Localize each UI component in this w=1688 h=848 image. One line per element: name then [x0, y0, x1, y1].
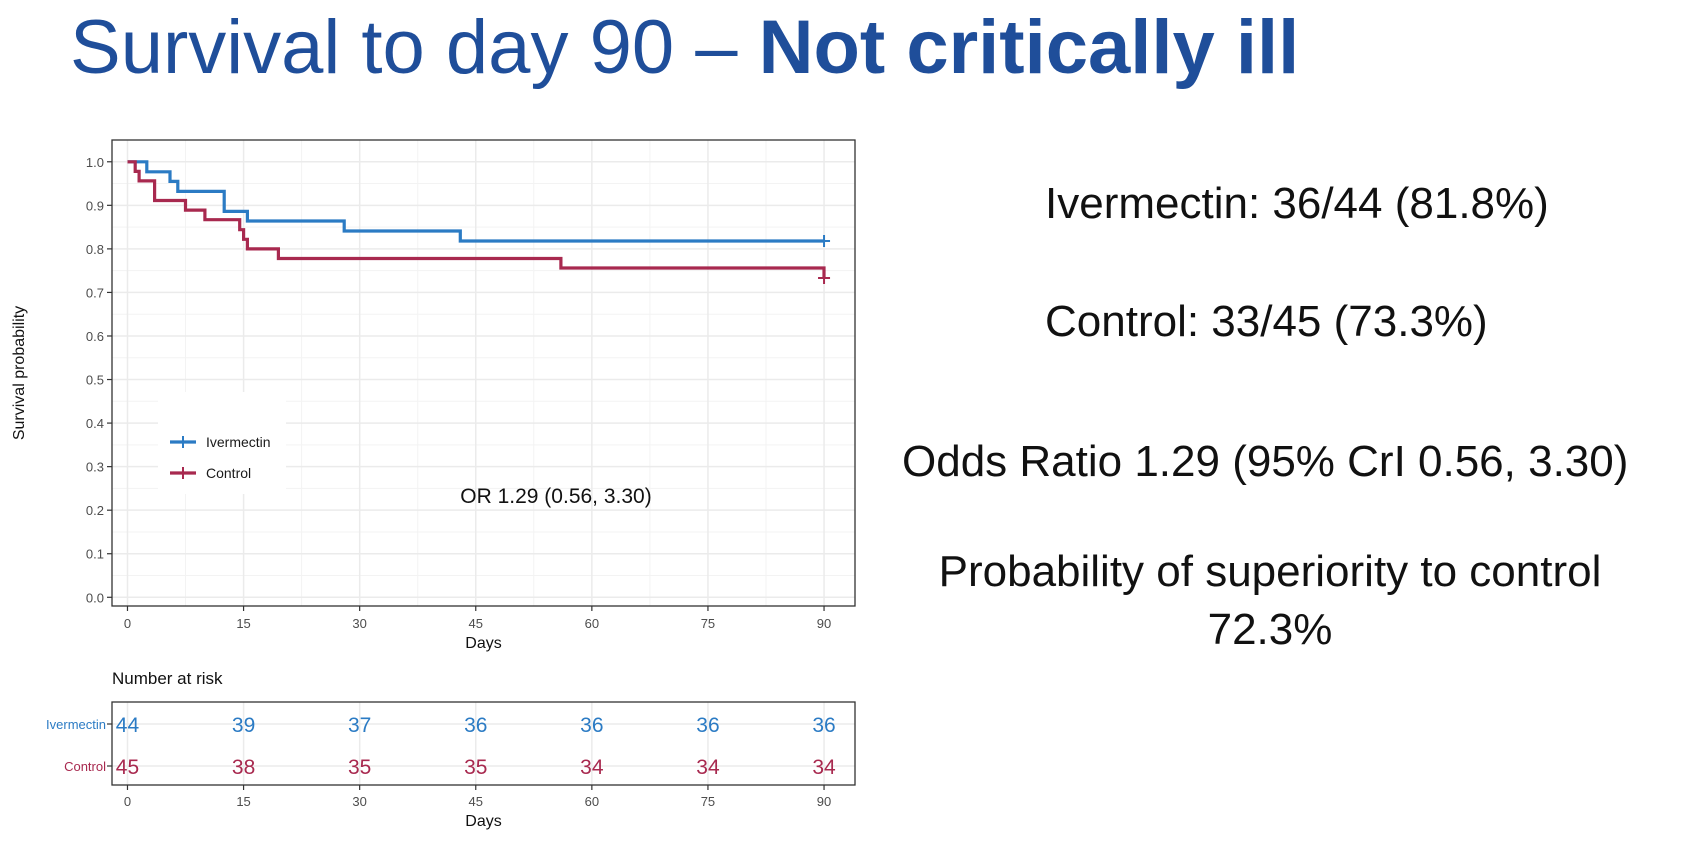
ivermectin-at-risk-count: 44	[116, 714, 140, 737]
probability-superiority-label: Probability of superiority to control	[938, 547, 1602, 596]
x-tick-label: 0	[124, 616, 131, 631]
y-tick-label: 0.1	[86, 547, 104, 562]
y-axis-label: Survival probability	[11, 306, 28, 440]
ivermectin-at-risk-count: 37	[348, 714, 371, 737]
control-at-risk-count: 45	[116, 756, 139, 779]
control-result: Control: 33/45 (73.3%)	[1045, 297, 1488, 346]
plot-border	[111, 139, 856, 607]
x-tick-label: 45	[469, 616, 483, 631]
control-survival-curve	[127, 160, 826, 279]
y-tick-label: 0.6	[86, 329, 104, 344]
control-at-risk-count: 38	[232, 756, 255, 779]
x-tick-label: 60	[585, 616, 599, 631]
ivermectin-at-risk-count: 36	[580, 714, 603, 737]
ivermectin-at-risk-count: 36	[812, 714, 835, 737]
y-tick-label: 0.4	[86, 416, 104, 431]
control-at-risk-count: 35	[348, 756, 371, 779]
control-legend-label: Control	[206, 465, 251, 481]
slide-title-bold: Not critically ill	[758, 5, 1300, 90]
y-tick-label: 0.8	[86, 242, 104, 257]
ivermectin-at-risk-count: 36	[696, 714, 719, 737]
risk-table-border	[111, 701, 856, 786]
ivermectin-censor-mark	[818, 235, 831, 248]
plot-panel	[112, 140, 855, 606]
risk-table-x-tick-label: 60	[585, 794, 599, 809]
y-tick-label: 0.3	[86, 460, 104, 475]
control-risk-row-label: Control	[64, 759, 106, 774]
y-tick-label: 0.5	[86, 373, 104, 388]
control-at-risk-count: 34	[580, 756, 604, 779]
y-tick-label: 0.0	[86, 590, 104, 605]
x-tick-label: 75	[701, 616, 715, 631]
risk-table-x-tick-label: 45	[469, 794, 483, 809]
slide-title-regular: Survival to day 90 –	[70, 5, 759, 90]
risk-table-x-tick-label: 30	[352, 794, 366, 809]
risk-table-title: Number at risk	[112, 669, 223, 688]
ivermectin-at-risk-count: 39	[232, 714, 255, 737]
ivermectin-at-risk-count: 36	[464, 714, 487, 737]
risk-table-x-tick-label: 0	[124, 794, 131, 809]
ivermectin-legend-label: Ivermectin	[206, 434, 271, 450]
x-axis-label: Days	[465, 635, 501, 652]
control-at-risk-count: 34	[696, 756, 720, 779]
risk-table-panel	[112, 702, 855, 785]
y-tick-label: 0.7	[86, 285, 104, 300]
probability-superiority-value: 72.3%	[1207, 605, 1333, 654]
y-tick-label: 1.0	[86, 155, 104, 170]
y-tick-label: 0.2	[86, 503, 104, 518]
risk-table-x-axis-label: Days	[465, 813, 501, 830]
ivermectin-survival-curve	[127, 160, 824, 243]
ivermectin-risk-row-label: Ivermectin	[46, 717, 106, 732]
risk-table-x-tick-label: 75	[701, 794, 715, 809]
control-at-risk-count: 34	[812, 756, 836, 779]
control-censor-mark	[818, 272, 831, 285]
y-tick-label: 0.9	[86, 198, 104, 213]
risk-table-x-tick-label: 15	[236, 794, 250, 809]
ivermectin-result: Ivermectin: 36/44 (81.8%)	[1045, 179, 1549, 228]
slide-title: Survival to day 90 – Not critically ill	[70, 0, 1299, 96]
x-tick-label: 90	[817, 616, 831, 631]
control-at-risk-count: 35	[464, 756, 487, 779]
risk-table-x-tick-label: 90	[817, 794, 831, 809]
odds-ratio-annotation: OR 1.29 (0.56, 3.30)	[460, 485, 651, 508]
x-tick-label: 30	[352, 616, 366, 631]
x-tick-label: 15	[236, 616, 250, 631]
odds-ratio-result: Odds Ratio 1.29 (95% CrI 0.56, 3.30)	[902, 437, 1629, 486]
